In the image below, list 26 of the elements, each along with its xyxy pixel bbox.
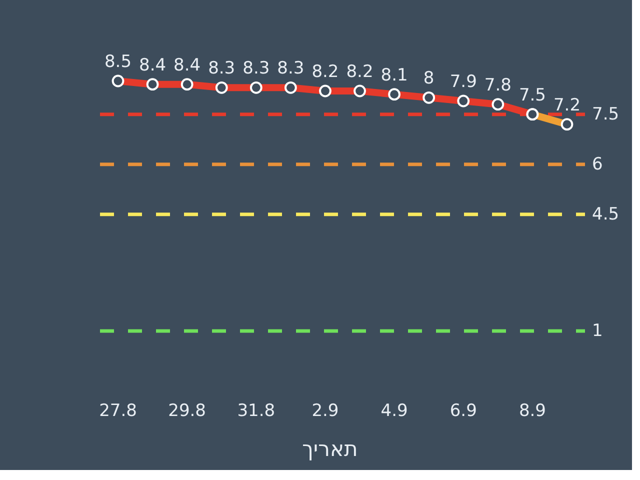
data-label: 8.4	[139, 55, 166, 76]
data-label: 8.2	[346, 62, 374, 82]
x-tick-label: 4.9	[380, 401, 408, 421]
ref-line-label: 4.5	[592, 204, 620, 224]
data-label: 8.4	[174, 55, 201, 76]
ref-line-label: 7.5	[592, 104, 620, 124]
data-label: 8	[423, 68, 434, 89]
ref-line-label: 1	[592, 321, 603, 341]
x-tick-label: 31.8	[237, 401, 276, 421]
data-label: 8.3	[208, 58, 236, 79]
data-label: 8.2	[312, 62, 339, 82]
x-tick-label: 8.9	[518, 401, 546, 421]
x-axis-title: תאריך	[302, 437, 358, 461]
data-label: 8.3	[277, 58, 304, 79]
x-tick-label: 27.8	[99, 401, 137, 421]
data-label: 8.3	[242, 58, 270, 79]
data-label: 8.5	[104, 52, 132, 72]
data-label: 7.8	[484, 75, 512, 96]
data-label: 8.1	[380, 65, 408, 86]
x-tick-label: 2.9	[312, 401, 339, 421]
x-tick-label: 29.8	[168, 401, 206, 421]
ref-line-label: 6	[592, 154, 603, 174]
data-label: 7.5	[518, 85, 546, 106]
data-label: 7.2	[553, 95, 581, 116]
x-tick-label: 6.9	[450, 401, 477, 421]
data-label: 7.9	[450, 72, 477, 92]
